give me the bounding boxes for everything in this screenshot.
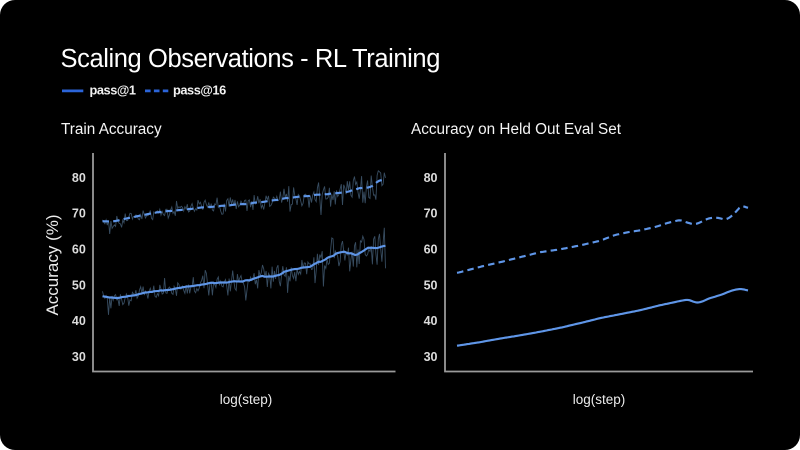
svg-text:40: 40 <box>424 314 438 328</box>
svg-text:70: 70 <box>72 207 86 221</box>
svg-text:70: 70 <box>424 207 438 221</box>
svg-text:50: 50 <box>424 278 438 292</box>
svg-text:Accuracy (%): Accuracy (%) <box>43 214 62 315</box>
svg-text:60: 60 <box>72 243 86 257</box>
svg-text:30: 30 <box>72 350 86 364</box>
svg-text:Scaling Observations - RL Trai: Scaling Observations - RL Training <box>61 45 440 73</box>
svg-text:Accuracy on Held Out Eval Set: Accuracy on Held Out Eval Set <box>411 121 622 138</box>
svg-text:40: 40 <box>72 314 86 328</box>
svg-text:Train Accuracy: Train Accuracy <box>61 121 162 138</box>
svg-text:log(step): log(step) <box>573 392 626 407</box>
svg-text:pass@1: pass@1 <box>90 83 136 98</box>
svg-text:50: 50 <box>72 278 86 292</box>
svg-text:60: 60 <box>424 243 438 257</box>
svg-text:30: 30 <box>424 350 438 364</box>
svg-text:pass@16: pass@16 <box>173 83 226 98</box>
svg-text:80: 80 <box>72 171 86 185</box>
svg-text:80: 80 <box>424 171 438 185</box>
svg-text:log(step): log(step) <box>220 392 273 407</box>
